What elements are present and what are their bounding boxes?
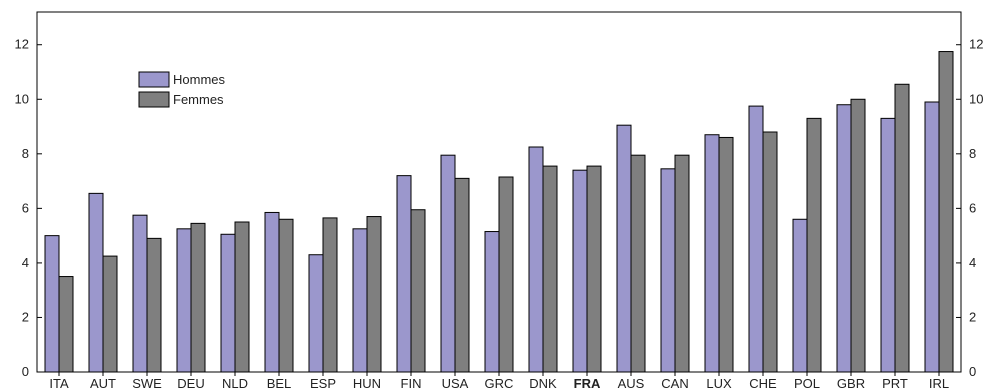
bar-femmes-esp	[322, 217, 338, 373]
x-tick-label-lux: LUX	[706, 376, 732, 390]
bar-hommes-prt	[880, 117, 896, 373]
bar-femmes-gbr	[850, 98, 866, 373]
bar-hommes-gbr	[836, 104, 852, 373]
x-axis-labels: ITA AUT SWE DEU NLD BEL ESP HUN FIN USA GRC DNK FRA A…	[49, 372, 949, 390]
x-tick-label-pol: POL	[794, 376, 820, 390]
y-tick-label-left: 6	[22, 200, 29, 215]
bar-femmes-prt	[894, 83, 910, 373]
bar-hommes-nld	[220, 233, 236, 373]
bar-femmes-ita	[58, 276, 74, 373]
y-tick-label-left: 0	[22, 364, 29, 379]
y-tick-label-left: 4	[22, 255, 29, 270]
bar-femmes-fra	[586, 165, 602, 373]
x-tick-label-esp: ESP	[310, 376, 336, 390]
bar-femmes-fin	[410, 209, 426, 373]
y-tick-label-right: 2	[969, 309, 976, 324]
bar-hommes-aus	[616, 124, 632, 373]
bar-femmes-deu	[190, 222, 206, 373]
bar-hommes-che	[748, 105, 764, 373]
y-tick-label-right: 6	[969, 200, 976, 215]
bar-femmes-irl	[938, 51, 954, 373]
x-tick-label-che: CHE	[749, 376, 777, 390]
y-tick-label-left: 2	[22, 309, 29, 324]
bar-hommes-irl	[924, 101, 940, 373]
x-tick-label-nld: NLD	[222, 376, 248, 390]
legend-swatch-femmes	[138, 91, 170, 108]
x-tick-label-ita: ITA	[49, 376, 69, 390]
bar-femmes-hun	[366, 216, 382, 373]
bar-hommes-grc	[484, 231, 500, 373]
x-tick-label-hun: HUN	[353, 376, 381, 390]
bar-hommes-ita	[44, 235, 60, 373]
y-tick-label-right: 10	[969, 91, 983, 106]
y-tick-label-left: 8	[22, 146, 29, 161]
bars	[44, 51, 954, 373]
bar-hommes-esp	[308, 254, 324, 373]
x-tick-label-deu: DEU	[177, 376, 204, 390]
bar-femmes-usa	[454, 177, 470, 373]
bar-hommes-hun	[352, 228, 368, 373]
y-tick-label-left: 10	[15, 91, 29, 106]
x-tick-label-grc: GRC	[485, 376, 514, 390]
bar-hommes-dnk	[528, 146, 544, 373]
legend-label-hommes: Hommes	[173, 72, 226, 87]
bar-femmes-pol	[806, 117, 822, 373]
bar-femmes-swe	[146, 237, 162, 373]
bar-hommes-swe	[132, 214, 148, 373]
x-tick-label-gbr: GBR	[837, 376, 865, 390]
bar-femmes-dnk	[542, 165, 558, 373]
bar-hommes-fra	[572, 169, 588, 373]
x-tick-label-dnk: DNK	[529, 376, 557, 390]
bar-hommes-deu	[176, 228, 192, 373]
bar-femmes-bel	[278, 218, 294, 373]
bar-hommes-can	[660, 168, 676, 373]
bar-femmes-grc	[498, 176, 514, 373]
y-tick-label-right: 12	[969, 37, 983, 52]
bar-hommes-fin	[396, 175, 412, 373]
x-tick-label-swe: SWE	[132, 376, 162, 390]
y-tick-label-left: 12	[15, 37, 29, 52]
x-tick-label-usa: USA	[442, 376, 469, 390]
bar-femmes-lux	[718, 136, 734, 373]
y-tick-label-right: 0	[969, 364, 976, 379]
y-tick-label-right: 4	[969, 255, 976, 270]
legend-swatch-hommes	[138, 71, 170, 88]
x-tick-label-prt: PRT	[882, 376, 908, 390]
bar-femmes-aut	[102, 255, 118, 373]
y-tick-label-right: 8	[969, 146, 976, 161]
x-tick-label-irl: IRL	[929, 376, 949, 390]
bar-femmes-nld	[234, 221, 250, 373]
x-tick-label-bel: BEL	[267, 376, 292, 390]
legend-label-femmes: Femmes	[173, 92, 224, 107]
bar-hommes-bel	[264, 211, 280, 373]
bar-femmes-aus	[630, 154, 646, 373]
x-tick-label-aus: AUS	[618, 376, 645, 390]
bar-hommes-aut	[88, 192, 104, 373]
x-tick-label-fra: FRA	[574, 376, 601, 390]
x-tick-label-fin: FIN	[401, 376, 422, 390]
x-tick-label-aut: AUT	[90, 376, 116, 390]
bar-hommes-lux	[704, 134, 720, 373]
bar-hommes-usa	[440, 154, 456, 373]
x-tick-label-can: CAN	[661, 376, 688, 390]
bar-hommes-pol	[792, 218, 808, 373]
bar-femmes-che	[762, 131, 778, 373]
legend: Hommes Femmes	[138, 71, 226, 108]
bar-femmes-can	[674, 154, 690, 373]
